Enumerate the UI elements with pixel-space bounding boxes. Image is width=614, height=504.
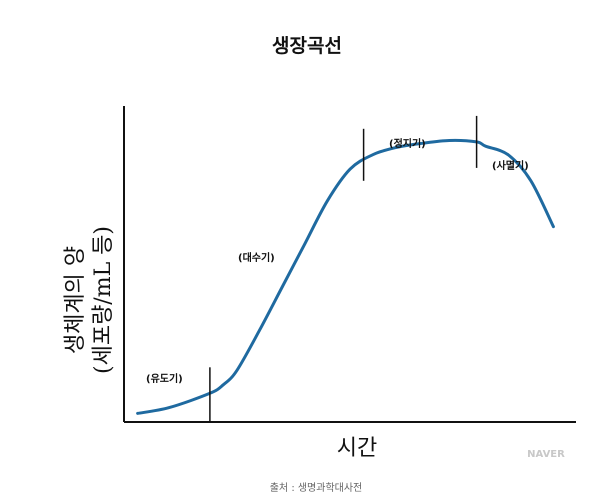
naver-watermark: NAVER bbox=[527, 449, 565, 460]
y-axis-label: 생체계의 양 (세포량/mL 등) bbox=[63, 226, 116, 374]
phase-label-stationary: (정지기) bbox=[389, 137, 426, 150]
phase-label-death: (사멸기) bbox=[492, 159, 529, 172]
phase-boundary-markers bbox=[209, 115, 478, 422]
y-axis-label-line-2: (세포량/mL 등) bbox=[91, 226, 116, 374]
growth-curve-line bbox=[136, 138, 555, 415]
phase-label-lag: (유도기) bbox=[146, 372, 183, 385]
y-axis-label-line-1: 생체계의 양 bbox=[63, 246, 88, 354]
x-axis-label: 시간 bbox=[337, 436, 377, 461]
chart-title: 생장곡선 bbox=[272, 35, 342, 57]
source-caption: 출처 : 생명과학대사전 bbox=[270, 482, 363, 494]
phase-label-log: (대수기) bbox=[238, 251, 275, 264]
